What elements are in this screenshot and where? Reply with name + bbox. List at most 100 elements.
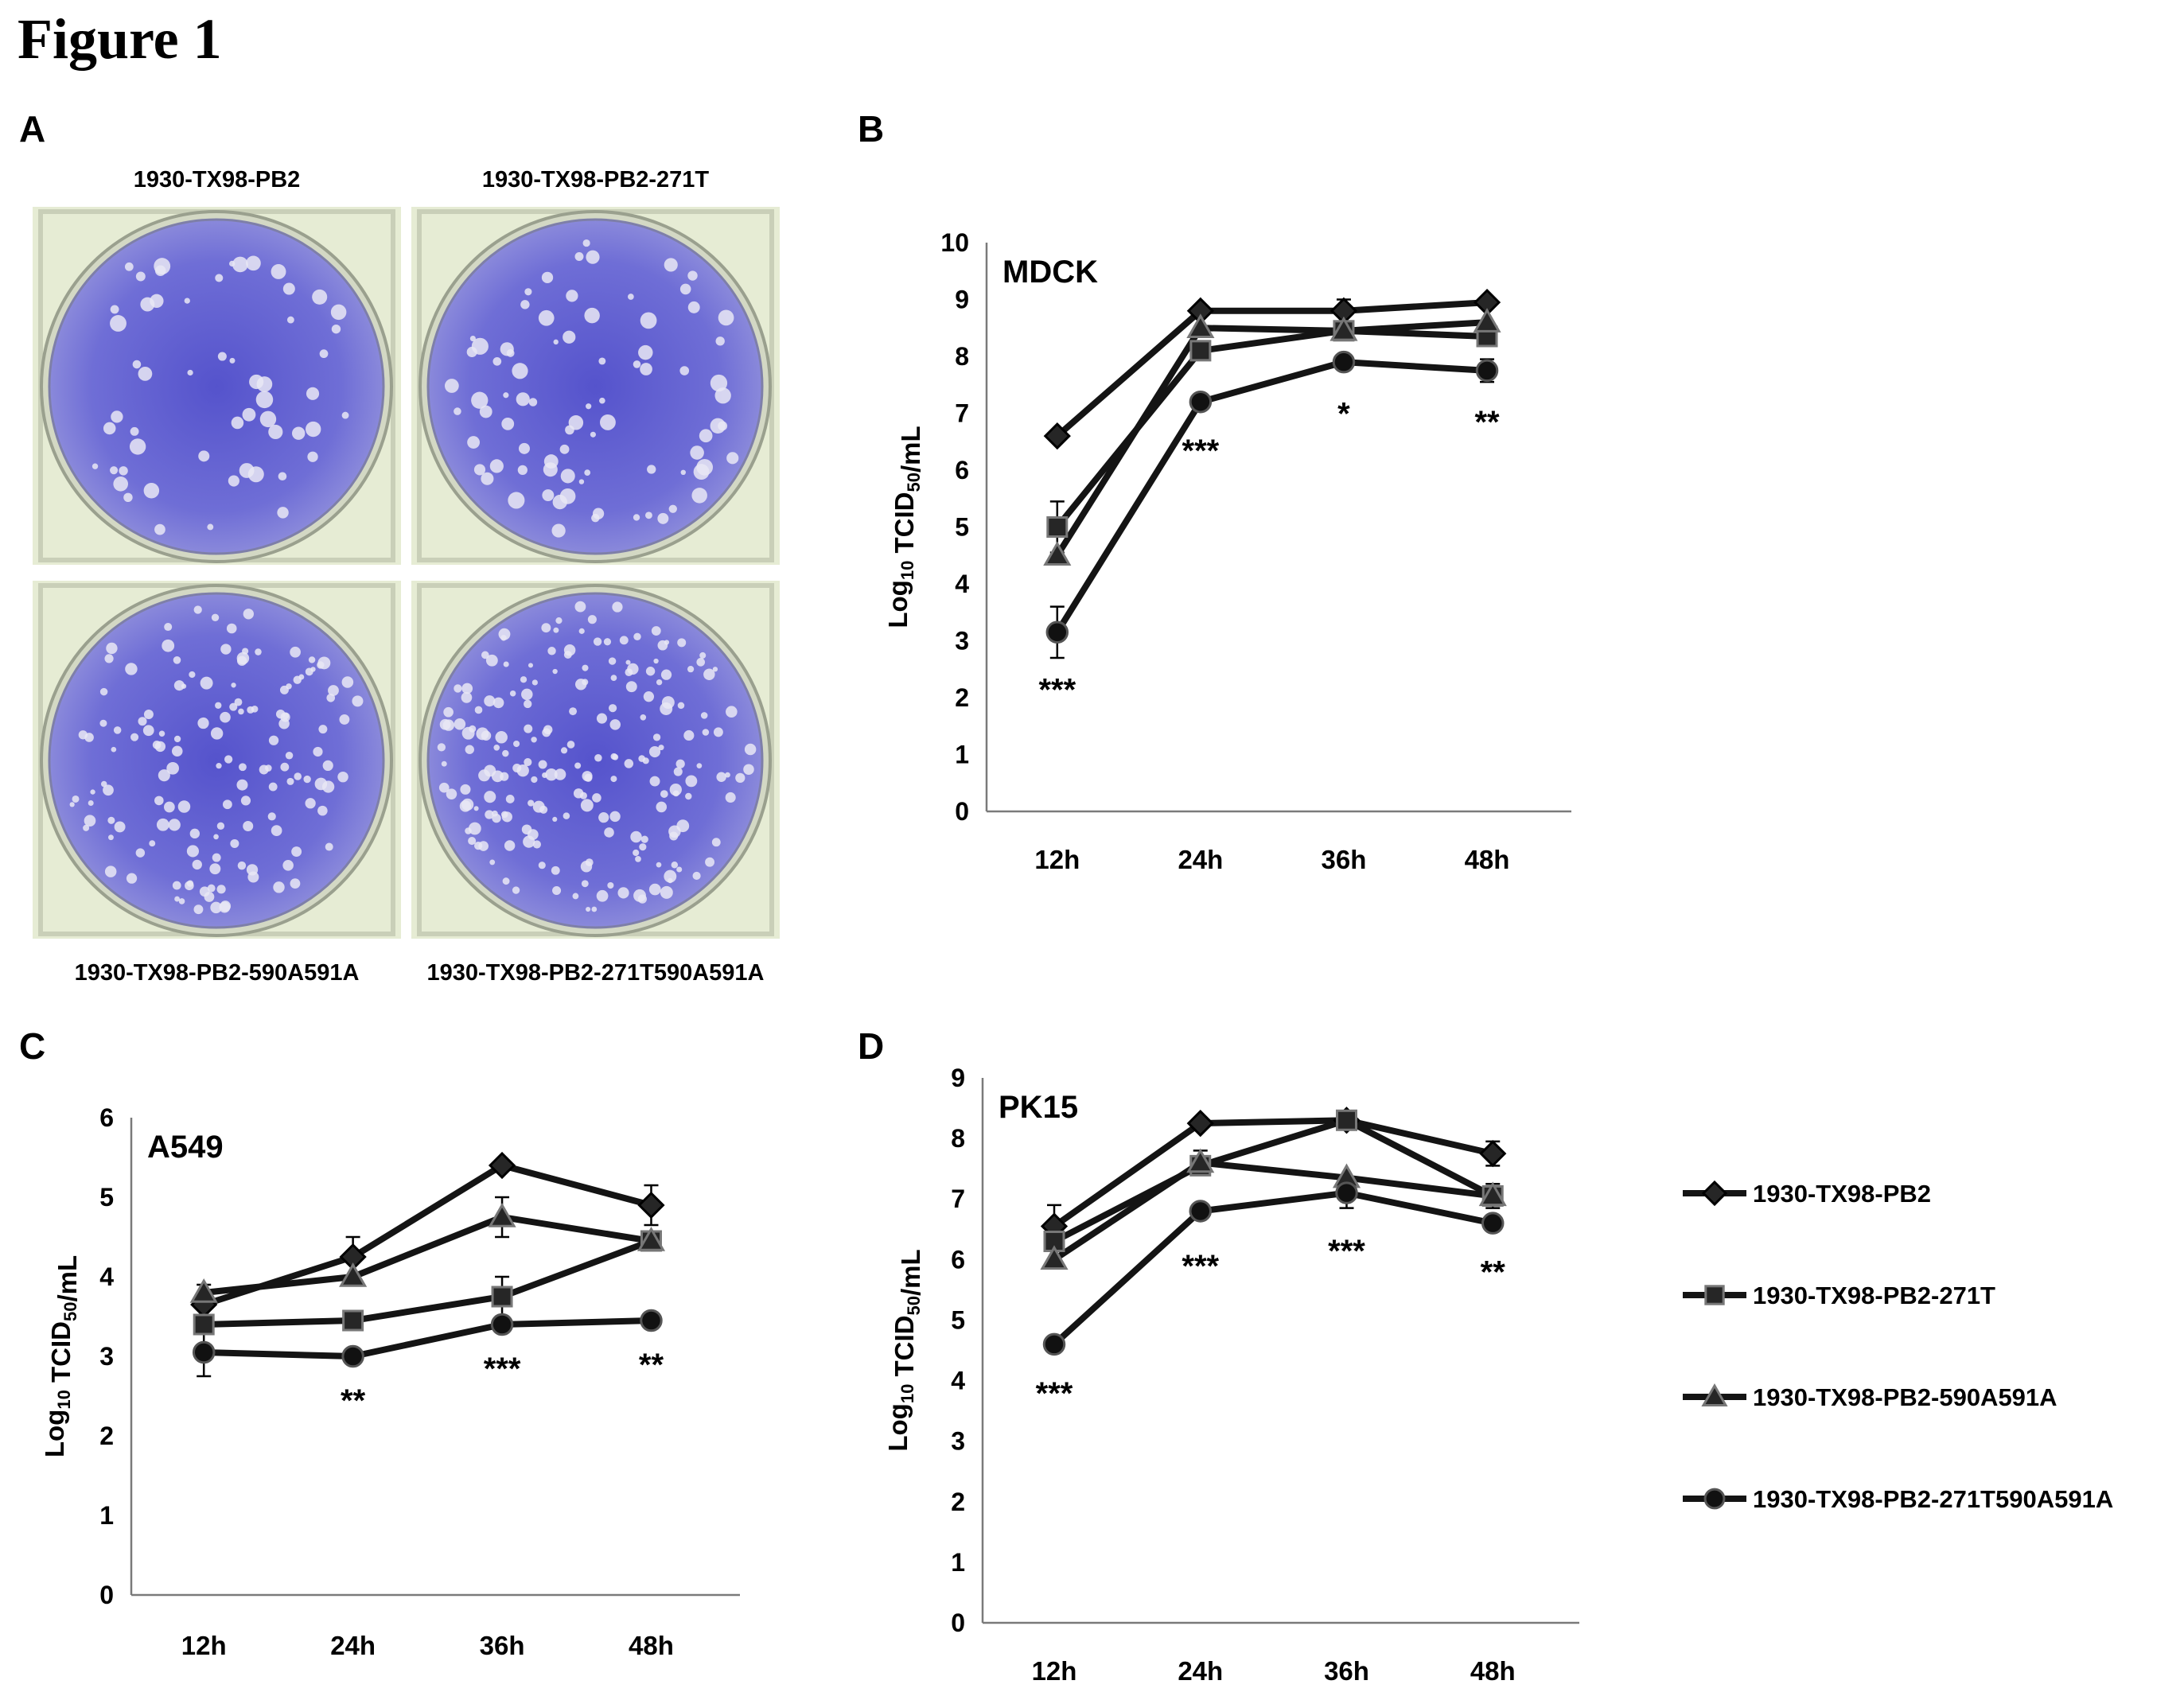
plaque	[581, 880, 589, 888]
plaque	[687, 270, 698, 281]
plaque	[125, 663, 138, 675]
plaque	[566, 741, 575, 749]
plaque	[710, 374, 728, 392]
plaque	[468, 837, 477, 846]
plaque	[217, 352, 227, 361]
plaque-plate-1	[33, 207, 401, 565]
plaque	[292, 426, 306, 440]
plaque	[642, 757, 649, 764]
data-point	[1046, 516, 1069, 538]
plaque	[330, 304, 347, 321]
plaque	[596, 889, 609, 902]
series-line	[1054, 327, 1488, 530]
plaque	[454, 684, 462, 693]
plaque	[164, 623, 173, 632]
plaque	[129, 438, 146, 455]
plaque	[498, 628, 511, 640]
plaque	[598, 357, 606, 365]
legend-marker	[1701, 1383, 1728, 1406]
plaque	[590, 431, 596, 438]
plaque	[154, 795, 164, 806]
plaque	[471, 337, 489, 355]
series-line	[203, 1214, 652, 1296]
plaque	[553, 339, 559, 345]
plaque	[282, 860, 294, 871]
plaque	[313, 746, 323, 757]
plaque	[598, 812, 609, 823]
plaque	[603, 638, 612, 646]
panel-letter-b: B	[858, 108, 885, 150]
plaque	[735, 772, 746, 783]
plaque	[541, 623, 551, 633]
plate-label-4: 1930-TX98-PB2-271T590A591A	[426, 960, 765, 986]
legend-marker	[1701, 1180, 1728, 1207]
plaque	[545, 768, 558, 781]
plaque	[103, 422, 116, 435]
plaque	[574, 251, 584, 261]
plaque	[500, 772, 509, 781]
plaque	[705, 857, 715, 867]
x-tick-label: 24h	[1178, 845, 1223, 874]
plaque	[531, 679, 538, 686]
plaque	[72, 795, 80, 803]
plaque	[718, 309, 734, 326]
panel-letter-d: D	[858, 1025, 885, 1067]
plaque	[559, 444, 570, 454]
plaque	[444, 379, 459, 393]
series-line	[1052, 1189, 1494, 1347]
plaque	[520, 676, 528, 683]
x-tick-label: 36h	[480, 1631, 525, 1660]
plaque	[291, 846, 302, 858]
series-line	[1054, 319, 1488, 558]
plaque	[471, 391, 489, 409]
plaque	[643, 691, 655, 702]
plaque	[114, 821, 126, 833]
y-tick-label: 1	[955, 741, 969, 769]
plaque	[189, 828, 200, 839]
plaque	[714, 387, 731, 404]
plaque	[660, 669, 672, 680]
significance-label: ***	[1036, 1376, 1073, 1411]
plaque	[578, 628, 585, 634]
plaque	[173, 655, 181, 664]
plaque	[228, 475, 239, 487]
plaque	[282, 282, 295, 295]
plaque	[703, 668, 715, 680]
plaque	[271, 825, 282, 836]
plaque	[691, 488, 707, 504]
plaque	[635, 856, 641, 862]
plaque	[113, 726, 122, 734]
plaque	[162, 639, 175, 652]
plaque	[268, 782, 278, 792]
plaque	[108, 834, 114, 841]
plaque	[328, 685, 339, 696]
plaque	[259, 764, 269, 775]
plaque	[231, 683, 236, 688]
significance-label: **	[341, 1383, 366, 1418]
y-tick-label: 6	[99, 1103, 114, 1132]
plaque	[249, 374, 264, 390]
plaque	[213, 834, 219, 840]
plaque	[610, 675, 617, 681]
plaque	[586, 403, 592, 410]
y-tick-label: 7	[955, 399, 969, 428]
data-point	[1186, 313, 1215, 338]
plaque	[528, 398, 538, 406]
plaque	[523, 835, 535, 848]
plaque	[664, 258, 678, 272]
plaque	[586, 250, 600, 264]
plaque	[617, 887, 629, 899]
plaque	[582, 664, 589, 671]
plaque	[251, 705, 259, 713]
plaque	[696, 763, 703, 769]
plaque	[454, 407, 461, 415]
plaque	[656, 801, 668, 813]
plaque	[236, 779, 248, 791]
plaque	[555, 617, 563, 624]
chart-a549: 0 1 2 3 4 5 6 12h 24h 36h 48h A549 Log10 TCID50/mL **…	[40, 1103, 740, 1660]
plaque	[502, 877, 510, 885]
plaque	[124, 262, 134, 271]
chart-title: PK15	[999, 1090, 1078, 1125]
plaque	[640, 312, 657, 329]
data-point	[1186, 1109, 1214, 1138]
